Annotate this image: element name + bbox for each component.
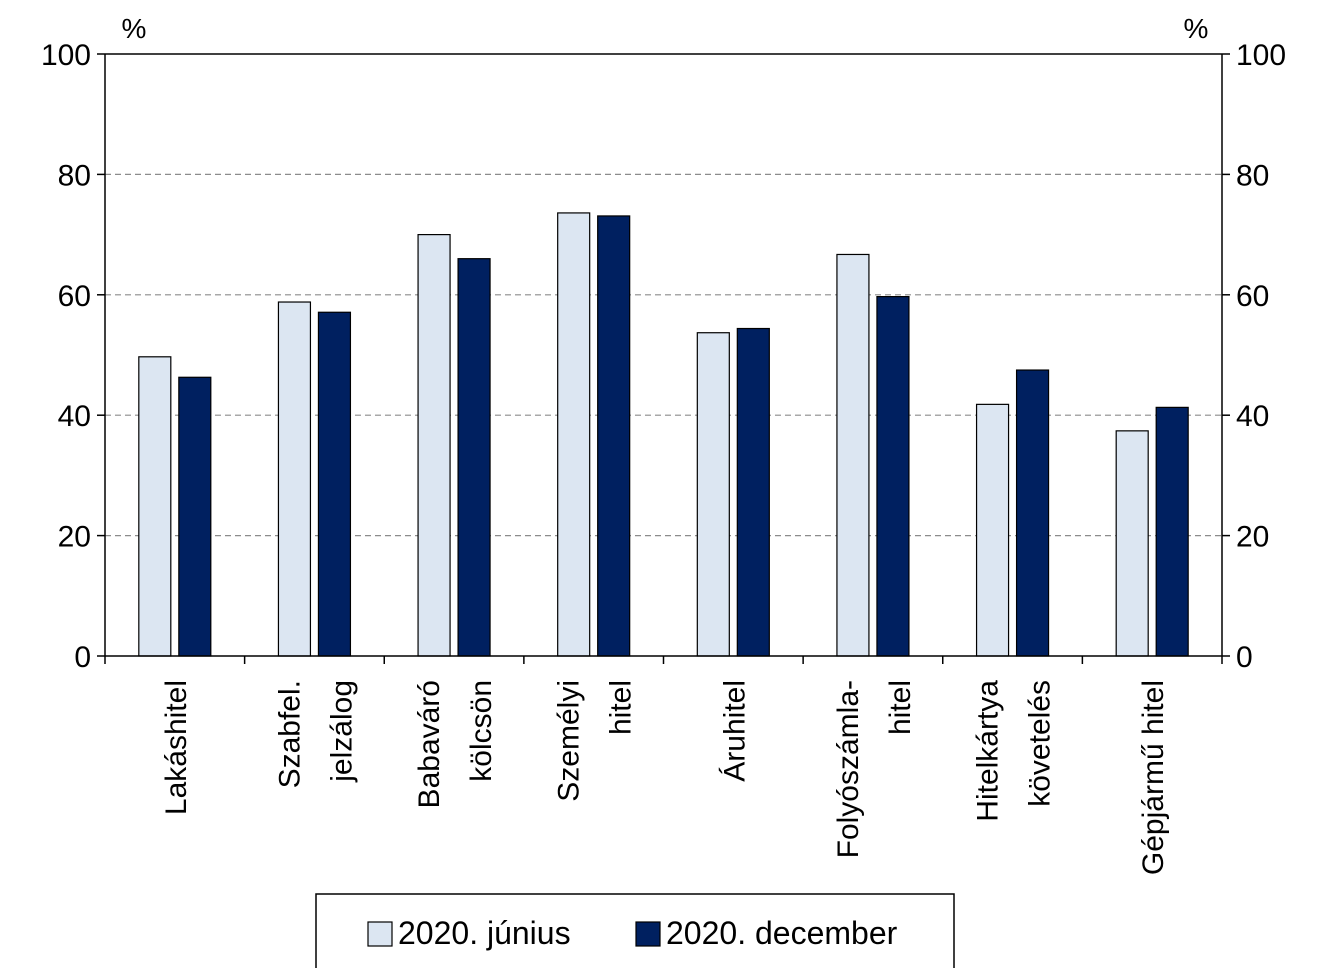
left-axis-unit: % [122, 13, 147, 44]
right-tick-label: 80 [1236, 159, 1269, 192]
left-tick-label: 80 [58, 159, 91, 192]
left-tick-label: 40 [58, 400, 91, 433]
bars [138, 212, 1189, 657]
bar-december [736, 327, 770, 657]
bar-june [1115, 430, 1149, 657]
right-axis-unit: % [1184, 13, 1209, 44]
bar-june [975, 403, 1010, 657]
bar-december [876, 296, 910, 657]
right-tick-label: 40 [1236, 400, 1269, 433]
bar-december [178, 376, 212, 657]
gridlines [105, 53, 1222, 537]
x-category-label: követelés [1024, 680, 1057, 807]
axes [104, 54, 1223, 657]
x-category-label: Szabfel. [273, 680, 306, 788]
bar-december [597, 215, 631, 657]
x-category-label: jelzálog [325, 680, 358, 783]
legend-swatch-june [367, 921, 393, 947]
x-category-label: Folyószámla- [832, 680, 865, 858]
bar-december [457, 258, 491, 657]
left-tick-label: 0 [74, 641, 91, 674]
x-category-label: Áruhitel [718, 680, 751, 782]
legend-swatch-december [635, 921, 661, 947]
x-category-label: Lakáshitel [160, 680, 193, 815]
bar-june [696, 332, 730, 657]
x-category-label: Személyi [553, 680, 586, 802]
left-tick-label: 60 [58, 280, 91, 313]
left-tick-label: 20 [58, 521, 91, 554]
right-tick-label: 20 [1236, 521, 1269, 554]
bar-june [138, 356, 172, 657]
x-category-label: kölcsön [465, 680, 498, 782]
right-tick-label: 60 [1236, 280, 1269, 313]
bar-june [557, 212, 591, 657]
x-category-label: Hitelkártya [972, 680, 1005, 822]
legend: 2020. június 2020. december [315, 893, 955, 968]
legend-label-june: 2020. június [398, 915, 571, 951]
bar-june [836, 253, 870, 657]
left-tick-label: 100 [41, 39, 91, 72]
legend-label-december: 2020. december [666, 915, 898, 951]
right-tick-label: 100 [1236, 39, 1286, 72]
x-category-label: hitel [884, 680, 917, 735]
bar-december [317, 311, 352, 657]
bar-december [1155, 406, 1189, 657]
right-tick-label: 0 [1236, 641, 1253, 674]
x-category-label: hitel [605, 680, 638, 735]
x-tick-labels: Lakáshitel Szabfel. jelzálog Babaváró kölcsö… [160, 680, 1170, 875]
bar-june [277, 301, 312, 657]
bar-december [1015, 369, 1050, 657]
x-category-label: Gépjármű hitel [1137, 680, 1170, 875]
legend-box [315, 893, 955, 968]
bar-june [417, 234, 451, 657]
x-category-label: Babaváró [413, 680, 446, 808]
ticks: 0 0 20 20 40 40 60 60 80 80 100 100 [41, 39, 1286, 674]
